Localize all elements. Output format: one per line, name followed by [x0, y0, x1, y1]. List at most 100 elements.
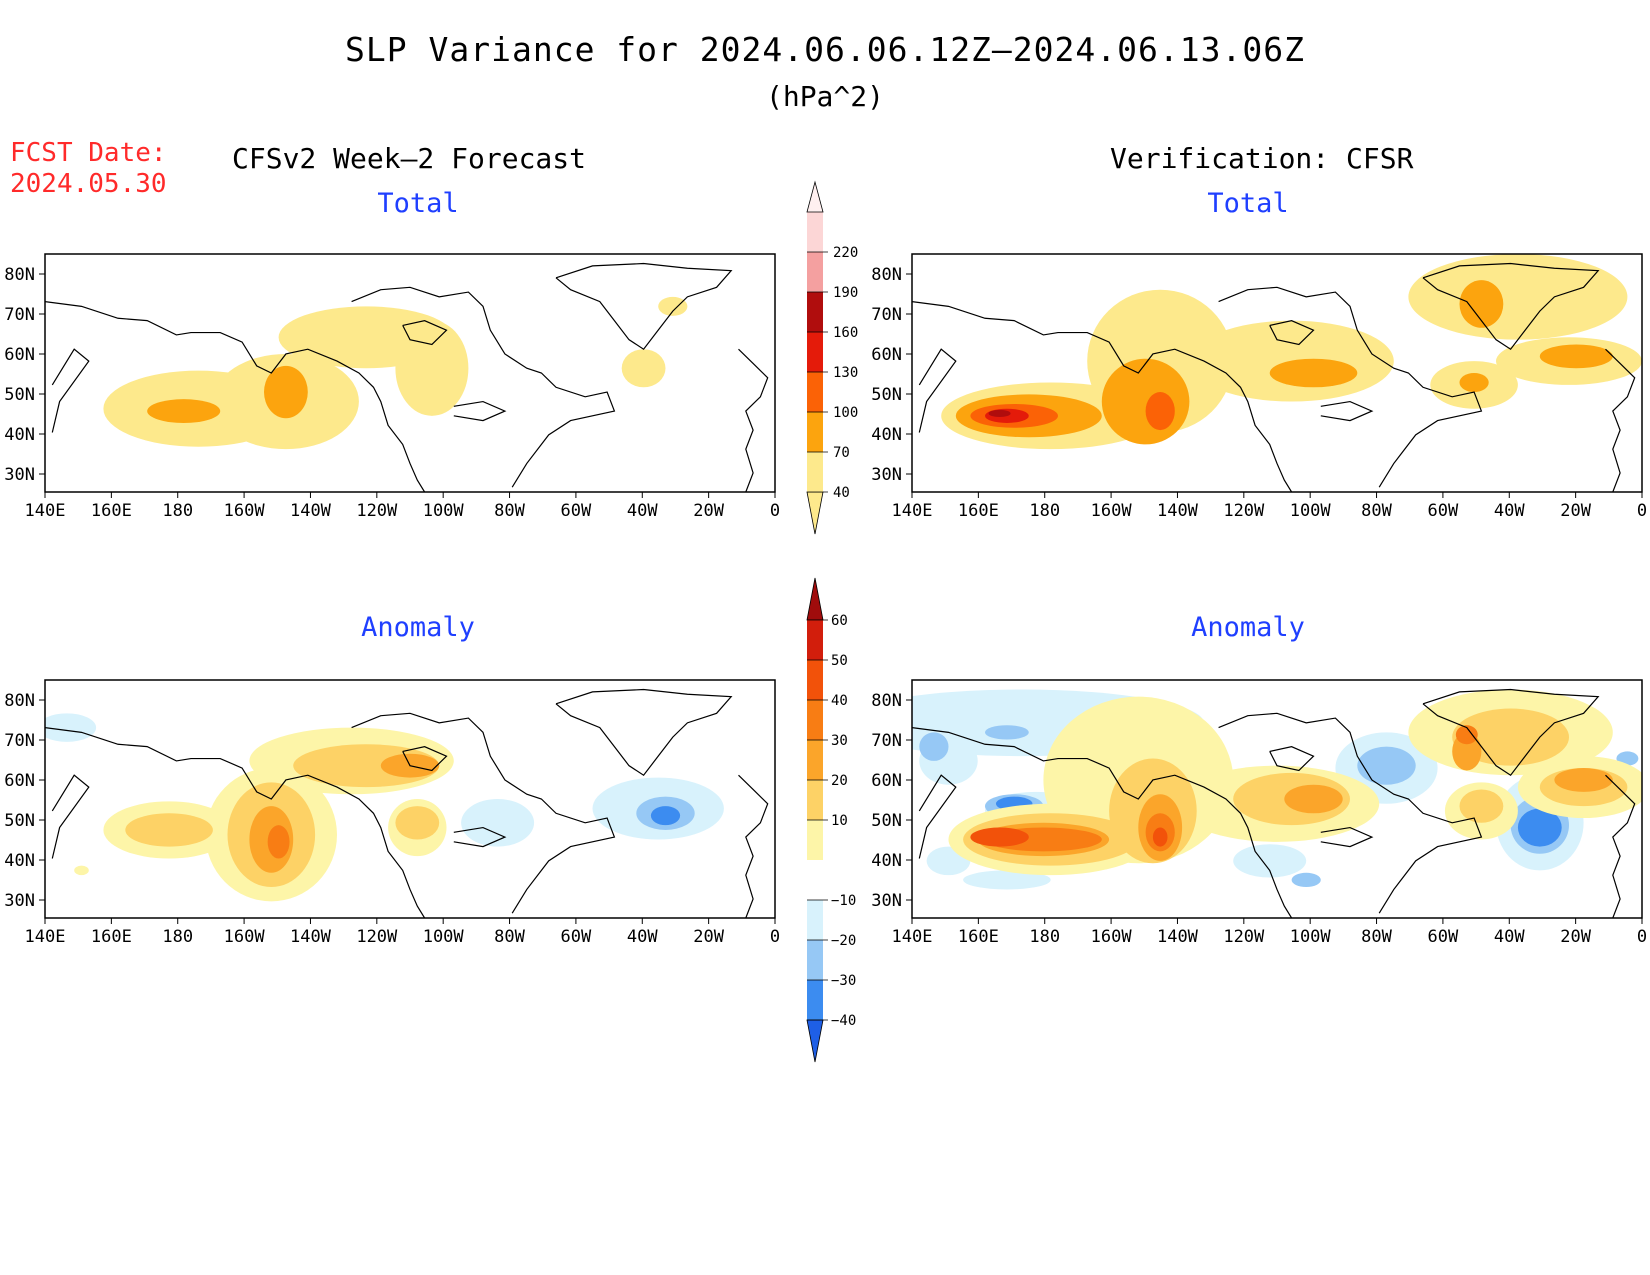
positive-contour	[1452, 732, 1482, 771]
coastline	[1422, 688, 1600, 777]
coastline	[51, 348, 90, 433]
lon-label: 160W	[1091, 501, 1133, 521]
coastline	[1269, 746, 1315, 772]
lon-label: 160W	[224, 501, 266, 521]
lon-label: 140E	[25, 927, 66, 947]
colorbar-label: −40	[831, 1013, 856, 1029]
lon-label: 40W	[1494, 501, 1525, 521]
lon-label: 80W	[494, 501, 525, 521]
lat-label: 50N	[4, 811, 35, 831]
lat-label: 60N	[871, 345, 902, 365]
map-panel-verif-anomaly: 80N 70N 60N 50N 40N 30N 140E 160E 180 160W 140W 120…	[871, 679, 1647, 947]
lat-label: 60N	[871, 771, 902, 791]
colorbar-extension-high	[806, 577, 824, 621]
lat-label: 80N	[4, 265, 35, 285]
lon-label: 0	[770, 927, 780, 947]
colorbar-swatch	[807, 820, 823, 860]
negative-contour	[1517, 808, 1562, 847]
negative-contour	[45, 713, 97, 742]
colorbar-swatch	[807, 940, 823, 980]
coastlines	[45, 262, 769, 492]
positive-contour	[1539, 344, 1613, 369]
lat-label: 50N	[4, 385, 35, 405]
colorbar-label: 40	[833, 485, 850, 501]
lon-label: 140E	[892, 501, 933, 521]
coastlines	[45, 688, 769, 918]
colorbar-label: 20	[831, 773, 848, 789]
colorbar-extension-high	[806, 180, 824, 213]
positive-contour	[1284, 784, 1343, 814]
colorbar-swatch	[807, 740, 823, 780]
colorbar-swatch	[807, 372, 823, 412]
lat-label: 50N	[871, 385, 902, 405]
positive-contour	[1408, 254, 1628, 340]
coastline	[402, 746, 448, 772]
positive-contour	[1459, 373, 1489, 393]
lon-label: 100W	[423, 927, 465, 947]
negative-contour	[919, 732, 949, 761]
positive-contour	[658, 296, 688, 316]
lon-label: 140E	[25, 501, 66, 521]
positive-contour	[267, 825, 290, 859]
lon-label: 100W	[423, 501, 465, 521]
colorbar-label: 30	[831, 733, 848, 749]
positive-contour	[1101, 358, 1190, 445]
lon-label: 180	[1029, 927, 1060, 947]
lat-label: 40N	[871, 851, 902, 871]
colorbar-label: 190	[833, 285, 858, 301]
colorbar-swatch	[807, 620, 823, 660]
negative-contour	[963, 870, 1051, 890]
lon-label: 180	[162, 501, 193, 521]
colorbar-swatch	[807, 780, 823, 820]
colorbar-swatch	[807, 212, 823, 252]
lon-label: 40W	[627, 927, 658, 947]
positive-contour	[1459, 789, 1504, 823]
lat-label: 30N	[871, 891, 902, 911]
positive-contour	[621, 349, 666, 388]
coastline	[738, 774, 769, 918]
lat-label: 80N	[4, 691, 35, 711]
coastline	[453, 400, 507, 422]
colorbar-label: 130	[833, 365, 858, 381]
positive-contour	[970, 827, 1029, 847]
lon-label: 160E	[91, 927, 132, 947]
coastline	[45, 727, 426, 918]
coastline	[402, 320, 448, 346]
lon-label: 60W	[561, 927, 592, 947]
lon-label: 20W	[1560, 927, 1591, 947]
colorbar-label: −10	[831, 893, 856, 909]
panel-subtitle-fcst-anomaly: Anomaly	[361, 612, 475, 643]
coastline	[912, 727, 1293, 918]
lat-label: 80N	[871, 691, 902, 711]
coastline	[1605, 348, 1636, 492]
lat-label: 70N	[4, 305, 35, 325]
negative-contour	[1357, 746, 1416, 785]
coastline	[453, 826, 507, 848]
lat-label: 60N	[4, 345, 35, 365]
coastlines	[912, 688, 1636, 918]
figure-title: SLP Variance for 2024.06.06.12Z—2024.06.…	[345, 30, 1305, 69]
positive-contour	[1455, 725, 1478, 745]
colorbar-swatch	[807, 860, 823, 900]
forecast-date-label: FCST Date:	[10, 138, 167, 168]
anomaly-colorbar: 60 50 40 30 20 10 −10 −20 −30 −40	[806, 577, 856, 1063]
lon-label: 120W	[1223, 501, 1265, 521]
lat-label: 60N	[4, 771, 35, 791]
lon-label: 120W	[356, 927, 398, 947]
map-panel-fcst-total: 80N 70N 60N 50N 40N 30N 140E 160E 180 160W 140W 120…	[4, 253, 780, 521]
lon-label: 60W	[1428, 501, 1459, 521]
lon-label: 0	[1637, 501, 1647, 521]
total-colorbar: 40 70 100 130 160 190 220	[806, 180, 858, 535]
colorbar-extension-low	[806, 1019, 824, 1063]
forecast-column-title: CFSv2 Week—2 Forecast	[232, 142, 587, 175]
positive-contour	[1145, 392, 1175, 431]
shaded-field	[941, 254, 1642, 450]
lon-label: 140E	[892, 927, 933, 947]
coastline	[1320, 400, 1374, 422]
positive-contour	[74, 865, 89, 876]
lat-label: 70N	[871, 305, 902, 325]
colorbar-swatch	[807, 700, 823, 740]
coastline	[1218, 286, 1483, 488]
lon-label: 40W	[627, 501, 658, 521]
coastline	[351, 712, 616, 914]
